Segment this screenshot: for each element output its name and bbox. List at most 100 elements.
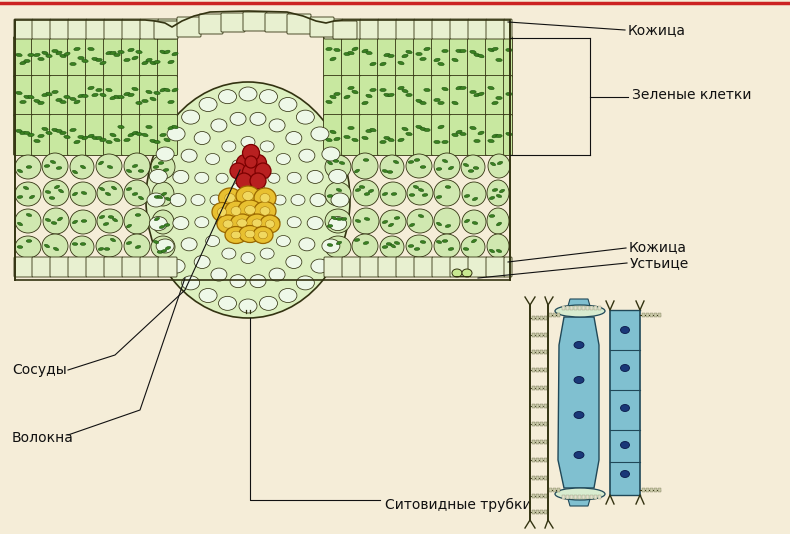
- Ellipse shape: [434, 98, 440, 101]
- Ellipse shape: [38, 101, 44, 105]
- Ellipse shape: [136, 132, 142, 136]
- Ellipse shape: [380, 236, 404, 258]
- Ellipse shape: [160, 50, 166, 54]
- Ellipse shape: [456, 49, 462, 53]
- Ellipse shape: [16, 129, 22, 132]
- Ellipse shape: [325, 138, 332, 142]
- Ellipse shape: [487, 180, 509, 206]
- Ellipse shape: [15, 155, 41, 179]
- Bar: [654, 488, 656, 492]
- Bar: [532, 458, 535, 462]
- FancyBboxPatch shape: [468, 19, 487, 39]
- Ellipse shape: [452, 134, 458, 137]
- Ellipse shape: [15, 209, 41, 233]
- Ellipse shape: [348, 127, 354, 130]
- Ellipse shape: [243, 192, 254, 200]
- Ellipse shape: [236, 186, 260, 206]
- Ellipse shape: [436, 168, 442, 170]
- FancyBboxPatch shape: [265, 13, 289, 32]
- Ellipse shape: [498, 161, 502, 164]
- Ellipse shape: [250, 154, 266, 171]
- FancyBboxPatch shape: [468, 75, 487, 116]
- Bar: [540, 494, 543, 498]
- Ellipse shape: [325, 236, 351, 258]
- Ellipse shape: [356, 189, 361, 192]
- Ellipse shape: [232, 230, 244, 240]
- Ellipse shape: [225, 201, 247, 221]
- Ellipse shape: [470, 90, 476, 93]
- Ellipse shape: [230, 163, 246, 179]
- FancyBboxPatch shape: [140, 114, 160, 155]
- Ellipse shape: [111, 238, 115, 242]
- Ellipse shape: [20, 131, 26, 135]
- FancyBboxPatch shape: [396, 19, 415, 39]
- Ellipse shape: [181, 238, 198, 251]
- Ellipse shape: [64, 52, 70, 56]
- Ellipse shape: [279, 98, 297, 112]
- Ellipse shape: [100, 138, 106, 142]
- Ellipse shape: [223, 220, 233, 228]
- Ellipse shape: [446, 186, 451, 189]
- FancyBboxPatch shape: [14, 19, 33, 39]
- Ellipse shape: [77, 136, 85, 139]
- Ellipse shape: [216, 173, 228, 183]
- Ellipse shape: [456, 130, 462, 134]
- Ellipse shape: [487, 234, 509, 258]
- Ellipse shape: [390, 244, 396, 248]
- Ellipse shape: [142, 61, 149, 65]
- Ellipse shape: [386, 242, 392, 246]
- Bar: [544, 404, 547, 408]
- FancyBboxPatch shape: [103, 75, 123, 116]
- Ellipse shape: [406, 93, 412, 97]
- Ellipse shape: [472, 239, 476, 243]
- Ellipse shape: [56, 167, 62, 169]
- Bar: [536, 368, 539, 372]
- Ellipse shape: [434, 234, 460, 258]
- FancyBboxPatch shape: [432, 19, 451, 39]
- Ellipse shape: [555, 488, 605, 500]
- Ellipse shape: [73, 48, 80, 51]
- Ellipse shape: [492, 189, 498, 192]
- Ellipse shape: [465, 219, 469, 223]
- FancyBboxPatch shape: [413, 114, 434, 155]
- Ellipse shape: [245, 230, 255, 238]
- Ellipse shape: [96, 58, 102, 61]
- FancyBboxPatch shape: [378, 36, 397, 77]
- Ellipse shape: [103, 223, 109, 225]
- Ellipse shape: [58, 217, 62, 221]
- Ellipse shape: [327, 244, 333, 246]
- Ellipse shape: [311, 259, 329, 273]
- Bar: [540, 422, 543, 426]
- FancyBboxPatch shape: [140, 75, 160, 116]
- Ellipse shape: [135, 246, 141, 248]
- Ellipse shape: [237, 219, 247, 227]
- Bar: [570, 306, 573, 310]
- FancyBboxPatch shape: [359, 114, 379, 155]
- Ellipse shape: [150, 139, 156, 143]
- Bar: [544, 494, 547, 498]
- Ellipse shape: [407, 209, 433, 233]
- Ellipse shape: [56, 98, 62, 101]
- FancyBboxPatch shape: [431, 36, 452, 77]
- Bar: [536, 333, 539, 337]
- FancyBboxPatch shape: [503, 36, 513, 77]
- Ellipse shape: [419, 57, 426, 61]
- Ellipse shape: [325, 155, 351, 179]
- Ellipse shape: [354, 239, 359, 241]
- Bar: [557, 313, 559, 317]
- Ellipse shape: [337, 189, 342, 192]
- Ellipse shape: [402, 89, 408, 93]
- Ellipse shape: [128, 93, 134, 97]
- Ellipse shape: [499, 189, 505, 193]
- Ellipse shape: [73, 220, 77, 224]
- FancyBboxPatch shape: [140, 36, 160, 77]
- FancyBboxPatch shape: [468, 257, 487, 277]
- Ellipse shape: [325, 182, 351, 206]
- Ellipse shape: [382, 169, 388, 172]
- FancyBboxPatch shape: [13, 114, 33, 155]
- Ellipse shape: [46, 131, 52, 135]
- Ellipse shape: [34, 99, 40, 103]
- Ellipse shape: [17, 195, 23, 199]
- Ellipse shape: [172, 88, 178, 92]
- Ellipse shape: [364, 217, 370, 221]
